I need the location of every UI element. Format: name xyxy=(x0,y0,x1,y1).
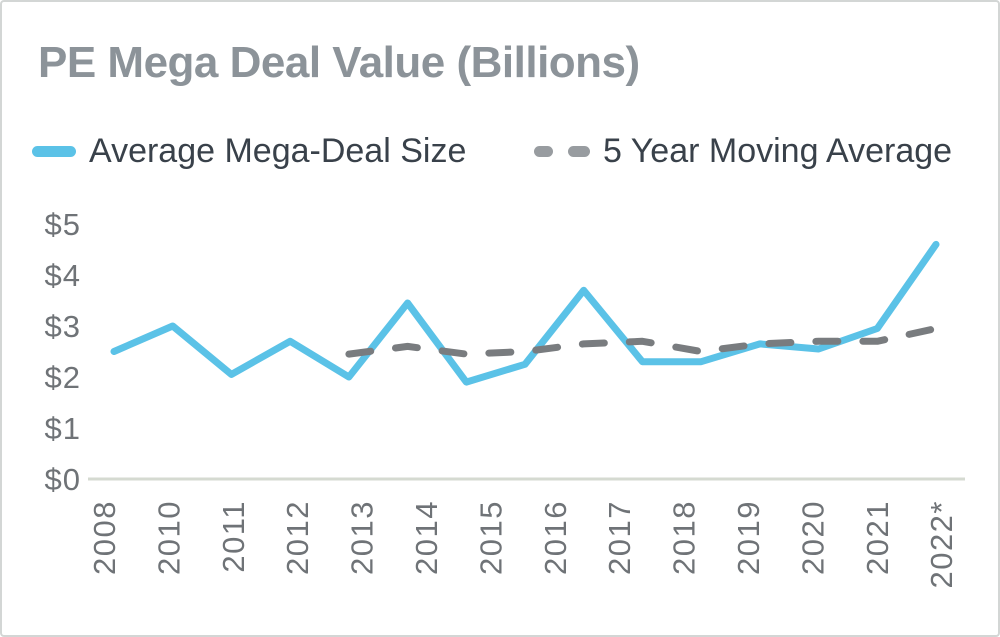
x-axis-tick: 2014 xyxy=(409,500,444,575)
moving-average-line xyxy=(345,325,940,358)
x-axis-tick: 2015 xyxy=(473,500,508,575)
legend-item-average-deal: Average Mega-Deal Size xyxy=(32,130,466,172)
x-axis-tick: 2010 xyxy=(151,500,186,575)
dashed-line-swatch xyxy=(534,145,590,157)
chart-title: PE Mega Deal Value (Billions) xyxy=(38,38,640,87)
x-axis-tick: 2019 xyxy=(731,500,766,575)
y-axis-tick: $4 xyxy=(45,258,81,293)
y-axis-tick: $1 xyxy=(45,411,81,446)
x-axis-tick: 2018 xyxy=(667,500,702,575)
x-axis-tick: 2017 xyxy=(602,500,637,575)
x-axis-tick: 2020 xyxy=(795,500,830,575)
solid-line-swatch xyxy=(32,145,76,157)
legend-item-moving-average: 5 Year Moving Average xyxy=(534,130,952,172)
x-axis-tick: 2013 xyxy=(345,500,380,575)
x-axis-tick: 2008 xyxy=(87,500,122,575)
x-axis-tick: 2011 xyxy=(216,500,251,573)
legend-label-average-deal: Average Mega-Deal Size xyxy=(89,131,467,170)
x-axis-tick: 2012 xyxy=(280,500,315,575)
y-axis-tick: $0 xyxy=(45,462,81,497)
y-axis-tick: $3 xyxy=(45,309,81,344)
average-deal-line xyxy=(110,240,940,386)
y-axis-tick: $5 xyxy=(45,207,81,242)
x-axis-tick: 2021 xyxy=(860,500,895,575)
y-axis-tick: $2 xyxy=(45,360,81,395)
legend-label-moving-average: 5 Year Moving Average xyxy=(603,131,953,170)
x-axis-tick: 2022* xyxy=(924,500,959,589)
dash-segment-icon xyxy=(534,145,553,157)
dash-segment-icon xyxy=(568,145,590,157)
x-axis-tick: 2016 xyxy=(538,500,573,575)
